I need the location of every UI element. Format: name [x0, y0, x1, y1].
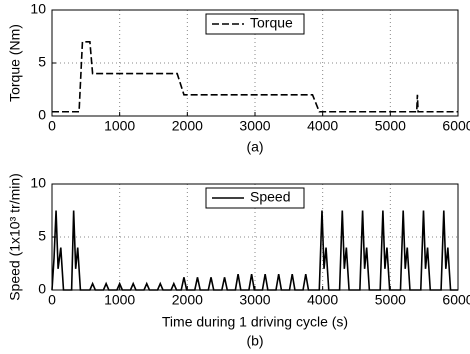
- y-tick-label: 0: [38, 107, 46, 123]
- legend-box: [205, 13, 305, 35]
- y-tick-label: 5: [38, 228, 46, 244]
- y-tick-label: 0: [38, 281, 46, 297]
- x-tick-label: 6000: [442, 292, 470, 308]
- plot-frame: [51, 183, 459, 291]
- x-tick-label: 5000: [375, 118, 406, 134]
- caption: (b): [246, 333, 263, 349]
- y-axis-label: Speed (1x10³ tr/min): [7, 173, 23, 301]
- x-tick-label: 3000: [239, 118, 270, 134]
- y-tick-label: 10: [30, 175, 46, 191]
- x-tick-label: 1000: [104, 292, 135, 308]
- x-tick-label: 2000: [172, 118, 203, 134]
- x-tick-label: 3000: [239, 292, 270, 308]
- y-tick-label: 5: [38, 54, 46, 70]
- x-tick-label: 4000: [307, 118, 338, 134]
- x-tick-label: 0: [48, 292, 56, 308]
- x-tick-label: 0: [48, 118, 56, 134]
- x-tick-label: 2000: [172, 292, 203, 308]
- plot-frame: [51, 9, 459, 117]
- y-axis-label: Torque (Nm): [7, 24, 23, 102]
- x-tick-label: 4000: [307, 292, 338, 308]
- x-tick-label: 6000: [442, 118, 470, 134]
- caption: (a): [246, 139, 263, 155]
- legend-label: Speed: [250, 189, 290, 205]
- legend-box: [205, 187, 305, 209]
- x-tick-label: 1000: [104, 118, 135, 134]
- x-axis-label: Time during 1 driving cycle (s): [162, 314, 348, 330]
- x-tick-label: 5000: [375, 292, 406, 308]
- data-line: [52, 41, 458, 113]
- y-tick-label: 10: [30, 1, 46, 17]
- legend-label: Torque: [250, 15, 293, 31]
